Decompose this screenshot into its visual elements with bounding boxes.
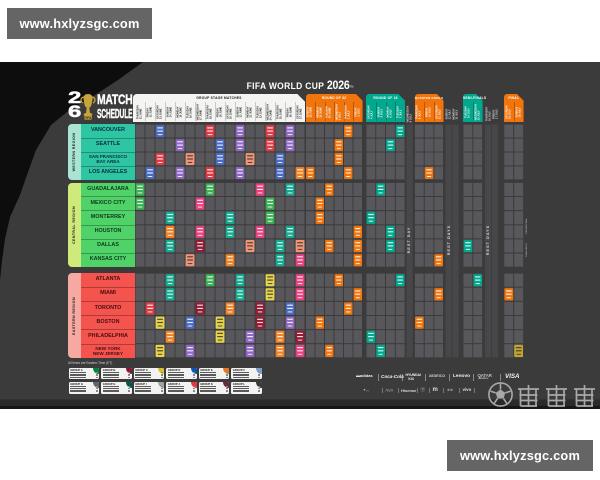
svg-text:FIFA: FIFA	[85, 116, 93, 120]
